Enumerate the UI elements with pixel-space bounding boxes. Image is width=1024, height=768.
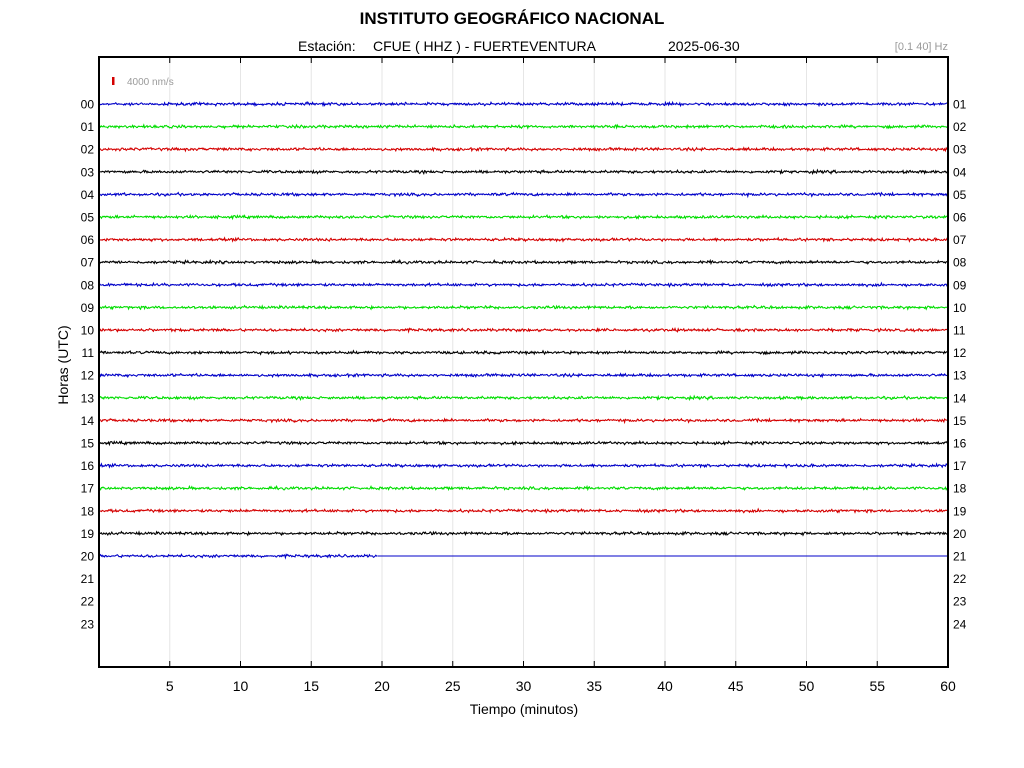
trace-hour-07 <box>98 258 949 266</box>
hour-label-right: 14 <box>953 391 967 405</box>
station-prefix-label: Estación: <box>298 38 356 54</box>
trace-hour-15 <box>98 439 949 447</box>
hour-label-left: 04 <box>81 188 95 202</box>
hour-label-right: 02 <box>953 120 967 134</box>
trace-hour-16 <box>98 462 949 469</box>
hour-label-right: 04 <box>953 165 967 179</box>
hour-label-left: 05 <box>81 211 95 225</box>
hour-label-left: 16 <box>81 459 95 473</box>
trace-hour-11 <box>98 349 949 356</box>
x-axis-label: Tiempo (minutos) <box>469 701 579 717</box>
trace-hour-18 <box>98 507 949 514</box>
trace-hour-17 <box>98 484 948 492</box>
x-tick-label: 20 <box>374 678 390 694</box>
chart-title: INSTITUTO GEOGRÁFICO NACIONAL <box>359 9 665 28</box>
trace-hour-20 <box>98 553 378 560</box>
station-name: CFUE ( HHZ ) - FUERTEVENTURA <box>373 38 596 54</box>
hour-label-right: 09 <box>953 278 967 292</box>
x-tick-label: 35 <box>586 678 602 694</box>
hour-label-left: 01 <box>81 120 95 134</box>
hour-label-left: 06 <box>81 233 95 247</box>
scale-marker <box>112 77 115 85</box>
hour-label-right: 19 <box>953 504 967 518</box>
x-tick-label: 30 <box>516 678 532 694</box>
hour-label-left: 15 <box>81 437 95 451</box>
x-tick-label: 50 <box>799 678 815 694</box>
trace-hour-03 <box>98 168 949 176</box>
hour-label-left: 09 <box>81 301 95 315</box>
trace-hour-02 <box>98 146 948 153</box>
hour-label-right: 21 <box>953 550 967 564</box>
hour-label-left: 00 <box>81 98 95 112</box>
hour-label-left: 08 <box>81 278 95 292</box>
hour-label-right: 07 <box>953 233 967 247</box>
trace-hour-06 <box>98 236 949 243</box>
x-tick-label: 60 <box>940 678 956 694</box>
hour-label-right: 20 <box>953 527 967 541</box>
trace-hour-19 <box>98 530 949 537</box>
trace-hour-13 <box>98 394 948 402</box>
x-tick-label: 5 <box>166 678 174 694</box>
x-tick-label: 25 <box>445 678 461 694</box>
y-axis-label: Horas (UTC) <box>55 325 71 405</box>
x-tick-label: 40 <box>657 678 673 694</box>
hour-label-right: 06 <box>953 211 967 225</box>
hour-label-left: 19 <box>81 527 95 541</box>
hour-label-left: 12 <box>81 369 95 383</box>
hour-label-right: 05 <box>953 188 967 202</box>
hour-label-right: 03 <box>953 143 967 157</box>
trace-hour-00 <box>98 100 949 108</box>
x-tick-label: 45 <box>728 678 744 694</box>
hour-label-right: 24 <box>953 617 967 631</box>
hour-label-left: 03 <box>81 165 95 179</box>
hour-label-right: 11 <box>953 324 966 338</box>
hour-label-left: 22 <box>81 595 95 609</box>
hour-label-left: 02 <box>81 143 95 157</box>
hour-label-right: 22 <box>953 572 967 586</box>
hour-label-left: 21 <box>81 572 95 586</box>
hour-label-right: 10 <box>953 301 967 315</box>
trace-hour-05 <box>98 213 949 221</box>
hour-label-right: 17 <box>953 459 967 473</box>
hour-label-left: 23 <box>81 617 95 631</box>
recording-date: 2025-06-30 <box>668 38 740 54</box>
x-tick-label: 55 <box>869 678 885 694</box>
scale-label: 4000 nm/s <box>127 77 174 88</box>
hour-label-left: 11 <box>82 346 95 360</box>
hour-label-right: 01 <box>953 98 967 112</box>
hour-label-left: 10 <box>81 324 95 338</box>
hour-label-left: 20 <box>81 550 95 564</box>
hour-label-right: 16 <box>953 437 967 451</box>
hour-label-right: 12 <box>953 346 967 360</box>
filter-band: [0.1 40] Hz <box>894 41 948 53</box>
hour-label-right: 15 <box>953 414 967 428</box>
hour-label-right: 13 <box>953 369 967 383</box>
hour-label-right: 23 <box>953 595 967 609</box>
hour-label-right: 18 <box>953 482 967 496</box>
hour-label-left: 07 <box>81 256 95 270</box>
hour-label-left: 18 <box>81 504 95 518</box>
hour-label-right: 08 <box>953 256 967 270</box>
x-tick-label: 15 <box>303 678 319 694</box>
trace-hour-01 <box>98 123 949 130</box>
trace-hour-12 <box>98 372 948 379</box>
hour-label-left: 17 <box>81 482 95 496</box>
trace-hour-09 <box>98 304 949 311</box>
hour-label-left: 13 <box>81 391 95 405</box>
trace-hour-10 <box>98 326 948 334</box>
trace-hour-08 <box>98 281 949 288</box>
trace-hour-14 <box>98 417 948 425</box>
hour-label-left: 14 <box>81 414 95 428</box>
trace-hour-04 <box>98 191 948 199</box>
x-tick-label: 10 <box>233 678 249 694</box>
